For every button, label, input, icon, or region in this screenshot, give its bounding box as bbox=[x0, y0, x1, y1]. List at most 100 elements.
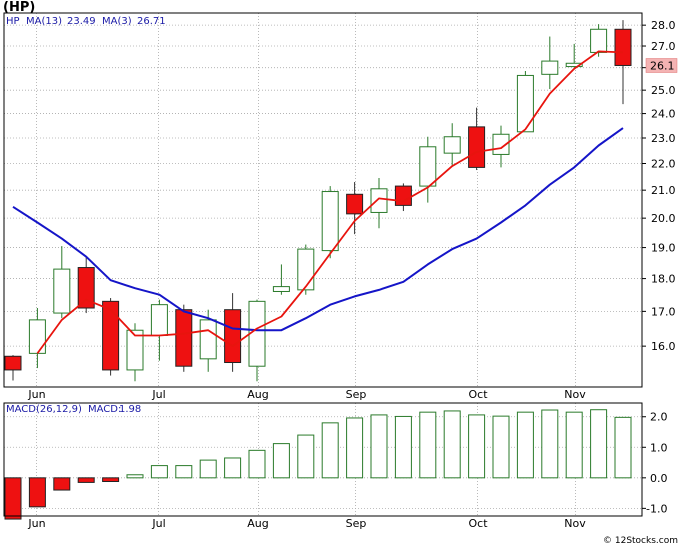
x-axis-label: Oct bbox=[468, 388, 488, 401]
candle-body-down bbox=[175, 309, 193, 367]
price-tick-label: 28.0 bbox=[651, 19, 676, 32]
macd-x-axis-label: Jul bbox=[151, 517, 165, 530]
macd-tick-label: 2.0 bbox=[650, 411, 668, 424]
last-price-label: 26.1 bbox=[650, 60, 675, 73]
macd-bar bbox=[150, 465, 168, 479]
price-tick-label: 21.0 bbox=[651, 184, 676, 197]
candle-body-up bbox=[321, 191, 339, 252]
candle bbox=[175, 304, 193, 372]
macd-bar bbox=[443, 410, 461, 479]
candle-body-up bbox=[590, 28, 608, 53]
macd-bar bbox=[492, 415, 510, 479]
candle bbox=[468, 107, 486, 171]
candle-body-up bbox=[272, 286, 290, 292]
macd-tick-label: -1.0 bbox=[646, 502, 667, 515]
price-tick-label: 19.0 bbox=[651, 242, 676, 255]
candle-body-down bbox=[4, 355, 22, 371]
candle bbox=[541, 36, 559, 90]
macd-bar bbox=[224, 457, 242, 479]
candle bbox=[224, 293, 242, 372]
macd-bar bbox=[590, 409, 608, 479]
macd-bar bbox=[346, 417, 364, 479]
candle bbox=[419, 136, 437, 203]
candle-body-down bbox=[468, 126, 486, 168]
candle bbox=[199, 309, 217, 372]
legend-ma3-value: 26.71 bbox=[137, 16, 166, 27]
macd-x-axis-label: Oct bbox=[468, 517, 488, 530]
candle bbox=[53, 246, 71, 319]
candle bbox=[443, 123, 461, 167]
macd-bar bbox=[297, 434, 315, 479]
candle bbox=[102, 298, 120, 376]
macd-x-axis-label: Sep bbox=[346, 517, 367, 530]
candle-body-up bbox=[248, 300, 266, 367]
candle-body-up bbox=[443, 136, 461, 154]
macd-x-axis-label: Aug bbox=[247, 517, 268, 530]
macd-bar bbox=[53, 477, 71, 491]
macd-panel-frame bbox=[3, 402, 643, 517]
ma13-line bbox=[12, 127, 624, 332]
price-legend: HP MA(13) 23.49 MA(3) 26.71 bbox=[6, 16, 166, 27]
macd-bar bbox=[4, 477, 22, 520]
price-tick-label: 18.0 bbox=[651, 273, 676, 286]
candle-body-down bbox=[394, 185, 412, 206]
macd-frame-rect bbox=[3, 402, 643, 517]
macd-y-axis: -1.0 0.0 1.0 2.0 bbox=[642, 411, 668, 515]
candle bbox=[565, 43, 583, 68]
price-tick-label: 23.0 bbox=[651, 132, 676, 145]
macd-legend-label: MACD(26,12,9) bbox=[6, 404, 82, 415]
candle-body-down bbox=[224, 309, 242, 364]
x-axis-label: Jul bbox=[151, 388, 165, 401]
price-tick-label: 20.0 bbox=[651, 212, 676, 225]
candle bbox=[248, 299, 266, 382]
ma3-line bbox=[36, 50, 624, 354]
legend-ticker: HP bbox=[6, 16, 20, 27]
candle-body-up bbox=[53, 268, 71, 314]
candle-body-up bbox=[541, 60, 559, 75]
candle-body-up bbox=[370, 188, 388, 213]
macd-bar bbox=[28, 477, 46, 508]
copyright-text: © 12Stocks.com bbox=[603, 536, 678, 546]
macd-bar bbox=[248, 449, 266, 479]
macd-bar bbox=[102, 477, 120, 482]
macd-bars bbox=[4, 409, 632, 520]
macd-bar bbox=[614, 416, 632, 479]
candle-body-up bbox=[297, 248, 315, 291]
macd-bar bbox=[175, 465, 193, 479]
x-axis-labels: Jun Jun Jul Jul Aug Aug Sep Sep Oct Oct Nov Nov bbox=[27, 388, 586, 530]
candle-body-down bbox=[614, 28, 632, 66]
price-tick-label: 17.0 bbox=[651, 305, 676, 318]
candle bbox=[297, 244, 315, 295]
candle-body-up bbox=[419, 146, 437, 187]
macd-bar bbox=[394, 415, 412, 479]
candle bbox=[28, 308, 46, 369]
candle bbox=[492, 125, 510, 168]
macd-bar bbox=[77, 477, 95, 483]
macd-bar bbox=[541, 409, 559, 479]
legend-ma13-value: 23.49 bbox=[67, 16, 96, 27]
candle bbox=[346, 182, 364, 235]
candle bbox=[516, 70, 534, 133]
macd-bar bbox=[419, 411, 437, 479]
price-tick-label: 25.0 bbox=[651, 84, 676, 97]
chart-title: (HP) bbox=[3, 0, 36, 15]
x-axis-label: Jun bbox=[27, 388, 45, 401]
price-frame-rect bbox=[3, 12, 643, 388]
candle-body-up bbox=[150, 304, 168, 336]
macd-legend: MACD(26,12,9) MACD: 1.98 bbox=[6, 404, 141, 415]
price-panel-frame bbox=[3, 12, 643, 388]
x-axis-label: Aug bbox=[247, 388, 268, 401]
legend-ma3-label: MA(3) bbox=[102, 16, 132, 27]
price-tick-label: 24.0 bbox=[651, 108, 676, 121]
macd-bar bbox=[126, 474, 144, 479]
candle-body-down bbox=[346, 193, 364, 215]
price-tick-label: 27.0 bbox=[651, 40, 676, 53]
last-price-badge-bg bbox=[645, 58, 678, 73]
macd-x-axis-label: Jun bbox=[27, 517, 45, 530]
candle-body-up bbox=[516, 74, 534, 133]
price-candles bbox=[4, 20, 632, 382]
macd-tick-label: 0.0 bbox=[650, 472, 668, 485]
candle bbox=[272, 264, 290, 295]
candle bbox=[614, 20, 632, 105]
